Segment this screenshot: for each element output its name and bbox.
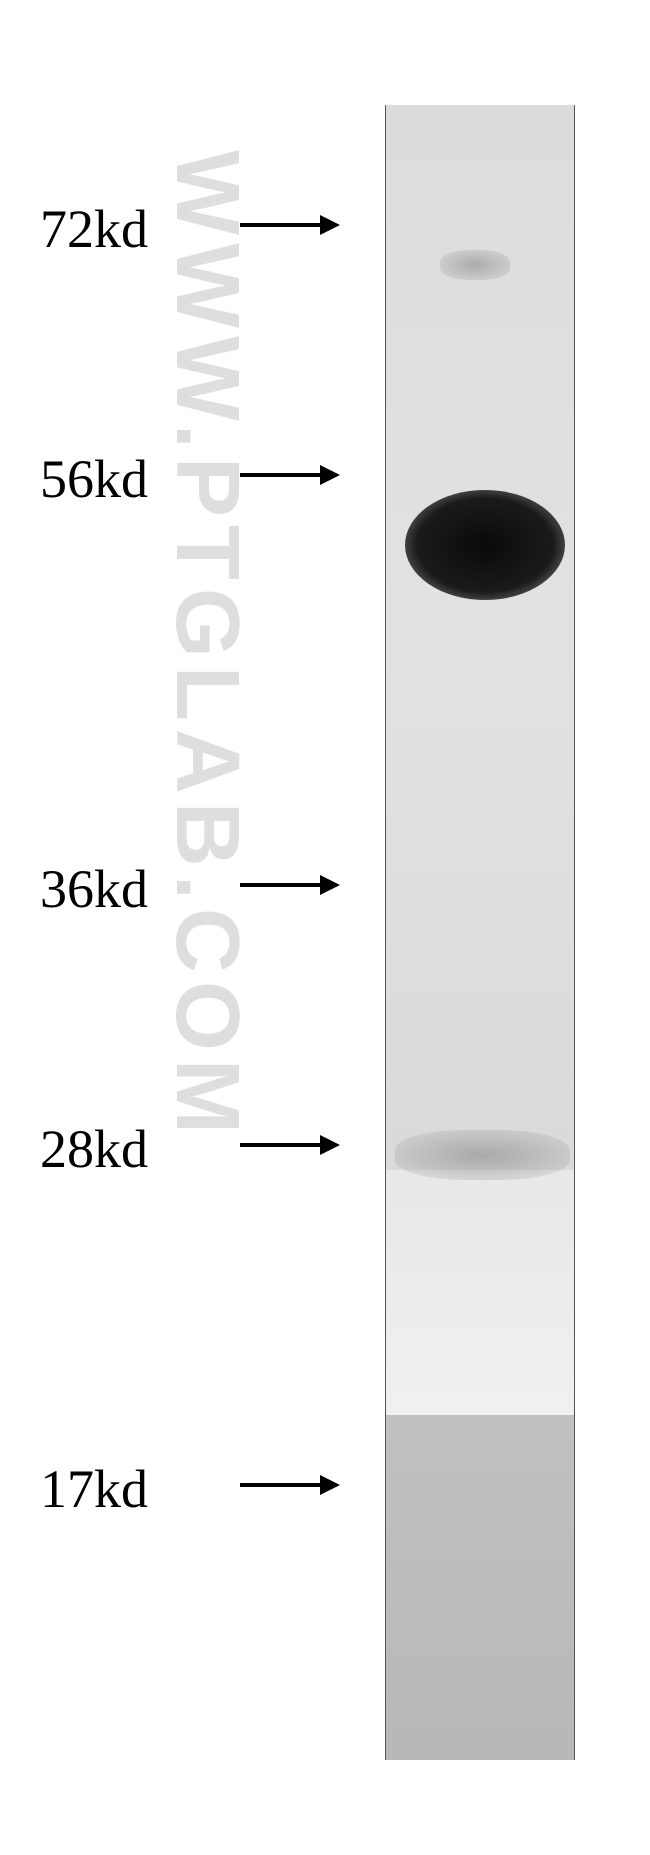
blot-lane-lower <box>385 1415 575 1760</box>
marker-label-72kd: 72kd <box>40 198 148 260</box>
marker-label-36kd: 36kd <box>40 858 148 920</box>
marker-label-56kd: 56kd <box>40 448 148 510</box>
marker-arrow-72kd <box>240 225 340 227</box>
marker-arrow-56kd <box>240 475 340 477</box>
main-band-56kd <box>405 490 565 600</box>
faint-band-28kd <box>395 1130 570 1180</box>
watermark-text: WWW.PTGLAB.COM <box>155 150 258 1142</box>
faint-band-72kd <box>440 250 510 280</box>
marker-arrow-28kd <box>240 1145 340 1147</box>
marker-label-28kd: 28kd <box>40 1118 148 1180</box>
western-blot-figure: WWW.PTGLAB.COM 72kd 56kd 36kd 28kd 17kd <box>0 0 650 1855</box>
marker-arrow-17kd <box>240 1485 340 1487</box>
marker-arrow-36kd <box>240 885 340 887</box>
marker-label-17kd: 17kd <box>40 1458 148 1520</box>
blot-lane-mid <box>385 1170 575 1415</box>
